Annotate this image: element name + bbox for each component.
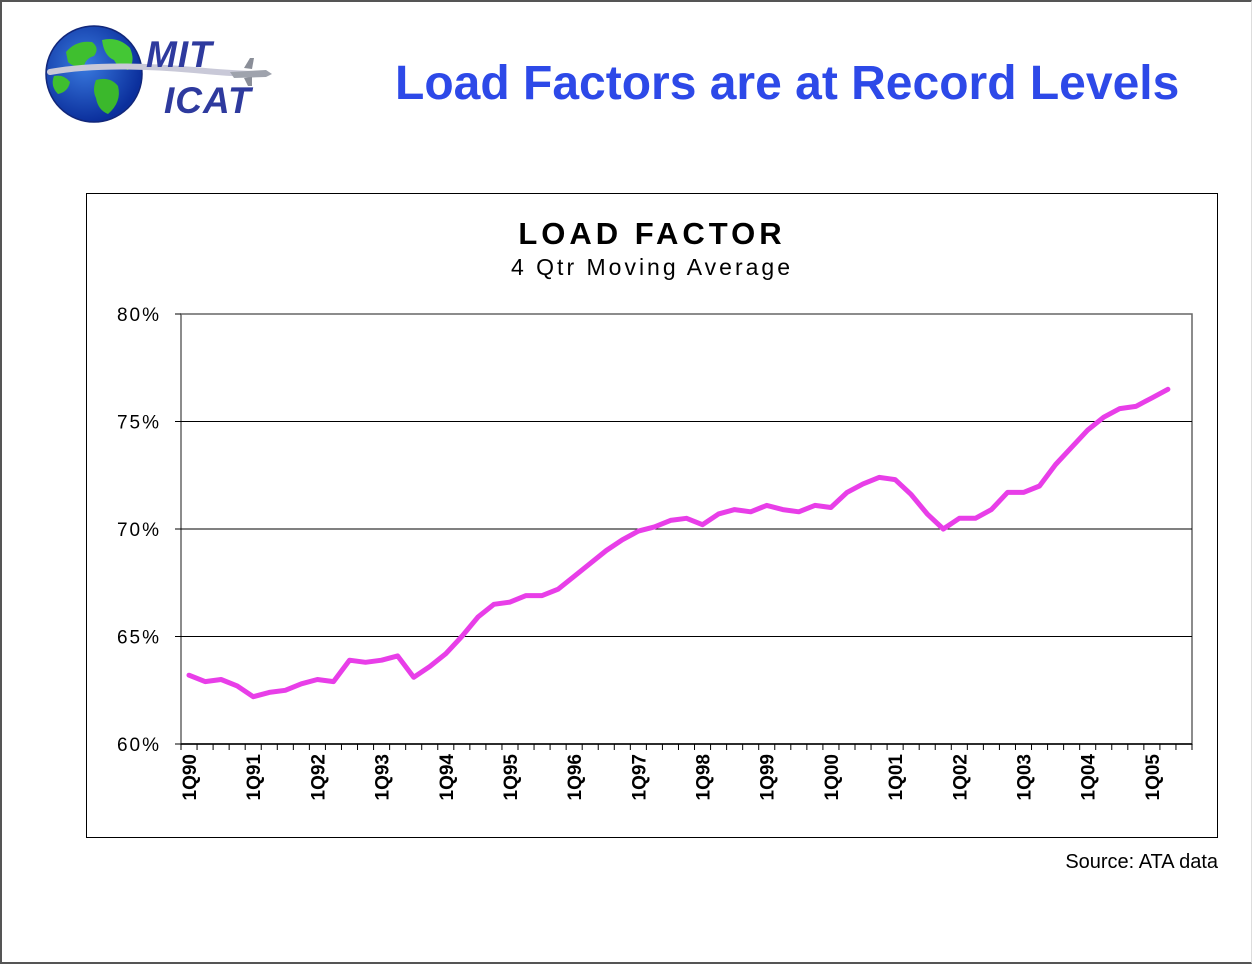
data-point [364,660,368,664]
data-point [941,527,945,531]
data-point [1022,490,1025,494]
data-point [1070,445,1074,449]
data-point [203,680,207,684]
x-tick-label: 1Q94 [437,754,458,801]
data-point [428,665,432,669]
x-tick-label: 1Q91 [244,754,265,801]
data-point [909,493,913,497]
source-note: Source: ATA data [1065,851,1218,873]
data-point [492,602,496,606]
data-point [1166,387,1170,391]
data-point [444,652,448,656]
data-point [540,594,544,598]
x-tick-label: 1Q05 [1143,754,1164,801]
data-point [765,503,769,507]
data-point [1118,407,1122,411]
y-tick-label: 60% [117,735,161,756]
data-point [701,523,705,527]
data-point [845,490,849,494]
y-tick-label: 65% [117,628,161,649]
data-point [299,682,303,686]
data-point [235,684,239,688]
chart-box [86,193,1218,838]
data-point [620,538,624,542]
data-point [925,512,929,516]
x-tick-label: 1Q02 [950,754,971,800]
data-point [1134,404,1138,408]
x-tick-label: 1Q97 [629,754,650,800]
data-point [893,478,897,482]
x-tick-label: 1Q98 [694,754,715,800]
data-point [283,688,287,692]
slide-title: Load Factors are at Record Levels [395,57,1180,110]
data-point [251,695,255,699]
data-point [733,508,737,512]
x-tick-label: 1Q90 [180,754,201,800]
x-tick-label: 1Q00 [822,754,843,800]
data-point [781,508,785,512]
x-tick-label: 1Q93 [373,754,394,800]
y-tick-label: 70% [117,520,161,541]
data-point [989,508,993,512]
data-point [685,516,688,520]
x-tick-label: 1Q92 [308,754,329,800]
data-point [1102,415,1106,419]
data-point [396,654,400,658]
data-point [668,518,672,522]
data-point [636,529,640,533]
data-point [572,574,576,578]
data-point [412,675,416,679]
data-point [604,549,608,552]
x-tick-label: 1Q04 [1079,754,1100,801]
series-line-load-factor [186,386,1171,700]
data-point [813,503,817,507]
data-point [1086,428,1090,432]
data-point [717,512,721,516]
data-point [1054,463,1058,466]
data-point [957,516,961,520]
data-point [797,510,801,514]
y-tick-label: 80% [117,305,161,326]
y-tick-label: 75% [117,413,161,434]
x-tick-label: 1Q01 [886,754,907,801]
data-point [524,594,528,598]
data-point [556,587,560,591]
data-point [348,658,351,662]
chart-title: LOAD FACTOR [518,216,786,251]
data-point [508,600,512,604]
data-point [749,510,753,514]
logo-text-mit: MIT [146,34,213,75]
data-point [861,482,865,486]
chart-subtitle: 4 Qtr Moving Average [510,254,794,280]
data-point [877,475,881,479]
data-point [588,561,592,565]
x-tick-label: 1Q95 [501,754,522,801]
data-point [380,658,384,662]
data-point [829,506,833,509]
data-point [460,635,464,638]
logo-text-icat: ICAT [164,80,252,121]
data-point [315,678,319,681]
data-point [1150,396,1154,400]
data-point [1005,490,1009,494]
data-point [331,680,335,684]
x-tick-label: 1Q03 [1015,754,1036,800]
data-point [187,673,191,677]
x-tick-label: 1Q96 [565,754,586,800]
mit-icat-logo: MIT ICAT [44,22,280,126]
globe-icon [45,25,272,123]
data-point [652,525,656,529]
data-point [1038,484,1042,488]
data-point [267,690,271,694]
data-point [476,615,480,619]
data-point [973,516,977,520]
x-tick-label: 1Q99 [758,754,779,800]
data-point [219,678,223,681]
